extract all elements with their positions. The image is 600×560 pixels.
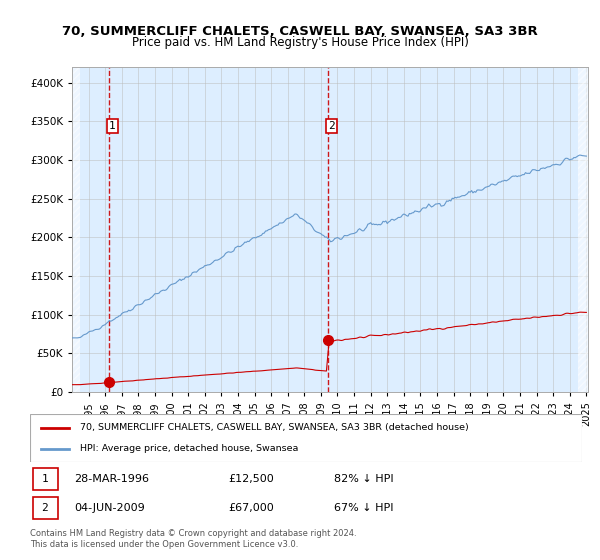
Text: 2: 2 — [328, 121, 335, 131]
Text: HPI: Average price, detached house, Swansea: HPI: Average price, detached house, Swan… — [80, 444, 298, 453]
Text: 1: 1 — [41, 474, 48, 484]
Text: Contains HM Land Registry data © Crown copyright and database right 2024.
This d: Contains HM Land Registry data © Crown c… — [30, 529, 356, 549]
Text: 82% ↓ HPI: 82% ↓ HPI — [334, 474, 393, 484]
Text: 28-MAR-1996: 28-MAR-1996 — [74, 474, 149, 484]
FancyBboxPatch shape — [33, 468, 58, 489]
Text: £12,500: £12,500 — [229, 474, 274, 484]
Text: 67% ↓ HPI: 67% ↓ HPI — [334, 503, 393, 513]
Text: 2: 2 — [41, 503, 48, 513]
FancyBboxPatch shape — [30, 414, 582, 462]
Text: Price paid vs. HM Land Registry's House Price Index (HPI): Price paid vs. HM Land Registry's House … — [131, 36, 469, 49]
Text: 70, SUMMERCLIFF CHALETS, CASWELL BAY, SWANSEA, SA3 3BR (detached house): 70, SUMMERCLIFF CHALETS, CASWELL BAY, SW… — [80, 423, 469, 432]
Text: 1: 1 — [109, 121, 116, 131]
Text: £67,000: £67,000 — [229, 503, 274, 513]
Text: 70, SUMMERCLIFF CHALETS, CASWELL BAY, SWANSEA, SA3 3BR: 70, SUMMERCLIFF CHALETS, CASWELL BAY, SW… — [62, 25, 538, 38]
Text: 04-JUN-2009: 04-JUN-2009 — [74, 503, 145, 513]
FancyBboxPatch shape — [33, 497, 58, 519]
